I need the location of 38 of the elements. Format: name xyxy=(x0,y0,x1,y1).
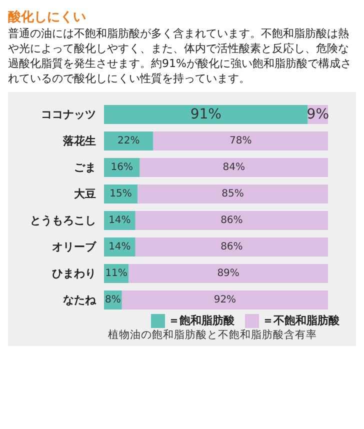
bar xyxy=(138,184,328,204)
bar xyxy=(104,105,308,124)
data-label: 8% xyxy=(105,294,121,306)
y-tick-label: オリーブ xyxy=(52,240,97,254)
chart-subtitle: 普通の油には不飽和脂肪酸が多く含まれています。不飽和脂肪酸は熱や光によって酸化しやすく、また、体内で活性酸素と反応し、危険な過酸化脂質を発生させます。約91%が酸化に強い飽和脂肪酸で構成されているので酸化しにくい性質を持っています。 xyxy=(8,26,352,86)
data-label: 92% xyxy=(214,294,236,306)
y-tick-label: とうもろこし xyxy=(30,214,96,228)
data-label: 9% xyxy=(306,106,330,122)
bar xyxy=(104,132,154,150)
data-label: 85% xyxy=(222,188,244,200)
bar xyxy=(153,132,328,150)
bar xyxy=(135,211,328,230)
y-tick-label: 落花生 xyxy=(62,134,96,148)
y-tick-label: なたね xyxy=(63,294,97,307)
legend-label: ＝飽和脂肪酸 xyxy=(168,314,234,327)
data-label: 91% xyxy=(190,106,222,122)
y-tick-label: ごま xyxy=(74,161,96,174)
y-tick-label: ココナッツ xyxy=(41,108,96,122)
data-label: 22% xyxy=(118,136,140,146)
bar xyxy=(122,290,328,310)
text: 植物油の飽和脂肪酸と不飽和脂肪酸含有率 xyxy=(107,328,318,342)
data-label: 84% xyxy=(222,162,246,173)
data-label: 15% xyxy=(110,188,132,200)
data-label: 78% xyxy=(230,136,252,146)
data-label: 16% xyxy=(110,162,134,173)
bar xyxy=(128,264,328,283)
y-tick-label: 大豆 xyxy=(74,188,96,201)
data-label: 14% xyxy=(108,242,131,252)
bar xyxy=(140,158,328,177)
data-label: 86% xyxy=(220,215,243,226)
bar xyxy=(135,238,328,256)
data-label: 89% xyxy=(217,268,240,279)
data-label: 11% xyxy=(105,268,128,279)
y-tick-label: ひまわり xyxy=(52,267,96,280)
data-label: 86% xyxy=(220,242,243,252)
legend-label: ＝不飽和脂肪酸 xyxy=(262,314,340,327)
data-label: 14% xyxy=(108,215,131,226)
chart-title: 酸化しにくい xyxy=(8,9,87,26)
